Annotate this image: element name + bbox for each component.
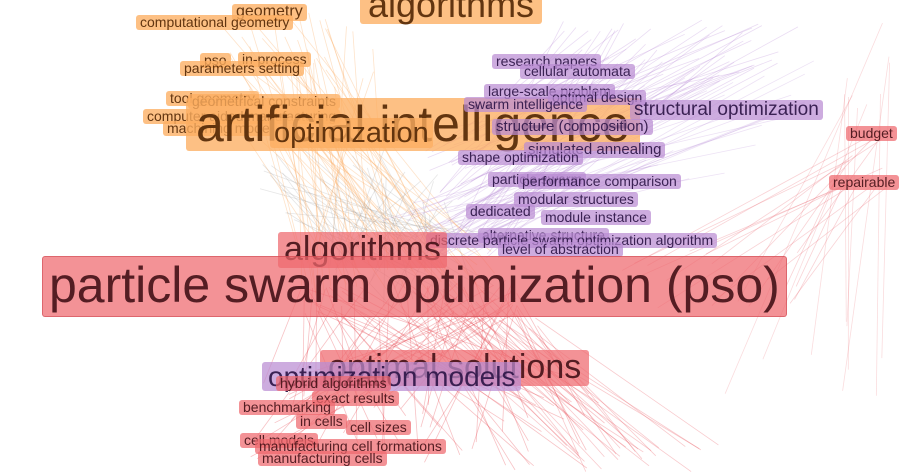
node-shape-optimization[interactable]: shape optimization: [458, 150, 583, 165]
edge-gray: [422, 201, 428, 235]
edge-gray: [280, 184, 467, 236]
node-module-instance[interactable]: module instance: [541, 210, 651, 225]
edge-red: [767, 182, 893, 280]
edge-red: [535, 317, 719, 446]
node-manufacturing-cell-formations[interactable]: manufacturing cell formations: [255, 439, 446, 454]
node-structure-composition[interactable]: structure (composition): [492, 119, 653, 135]
node-swarm-intelligence[interactable]: swarm intelligence: [464, 97, 588, 112]
node-parameters-setting[interactable]: parameters setting: [180, 61, 304, 76]
edge-gray: [259, 188, 413, 231]
node-dedicated[interactable]: dedicated: [466, 204, 535, 219]
edge-red: [795, 174, 849, 287]
edge-red: [794, 176, 862, 300]
edge-gray: [285, 212, 484, 233]
edge-red: [498, 319, 702, 451]
edge-red: [421, 317, 516, 471]
edge-red: [705, 184, 846, 255]
edge-gray: [263, 170, 441, 236]
edge-red: [842, 56, 890, 391]
node-hybrid-algorithms[interactable]: hybrid algorithms: [276, 376, 391, 391]
node-repairable[interactable]: repairable: [829, 175, 900, 190]
edge-red: [844, 94, 847, 322]
node-cell-sizes[interactable]: cell sizes: [346, 420, 411, 435]
node-algorithms-top[interactable]: algorithms: [360, 0, 543, 24]
edge-red: [796, 142, 878, 254]
edge-red: [762, 104, 868, 360]
edge-purple: [413, 118, 779, 204]
node-level-of-abstraction[interactable]: level of abstraction: [498, 242, 623, 257]
edge-red: [810, 78, 848, 355]
edge-red: [875, 93, 881, 396]
edge-red: [516, 314, 587, 472]
node-budget[interactable]: budget: [846, 126, 897, 141]
edge-gray: [345, 209, 468, 238]
edge-red: [666, 130, 895, 281]
node-in-cells[interactable]: in cells: [296, 414, 347, 429]
node-modular-structures[interactable]: modular structures: [514, 192, 638, 207]
node-computational-geometry[interactable]: computational geometry: [136, 15, 294, 30]
edge-purple: [461, 101, 806, 244]
edge-red: [537, 325, 636, 452]
edge-red: [789, 175, 885, 304]
node-manufacturing-cells[interactable]: manufacturing cells: [258, 451, 387, 466]
edge-gray: [345, 178, 383, 242]
node-structural-optimization[interactable]: structural optimization: [630, 100, 823, 120]
edge-red: [846, 108, 858, 327]
edge-red: [462, 320, 650, 467]
edge-red: [528, 327, 686, 447]
edge-red: [473, 315, 692, 472]
edge-gray: [314, 174, 389, 244]
node-cellular-automata[interactable]: cellular automata: [520, 64, 635, 79]
node-particle-swarm-optimization[interactable]: particle swarm optimization (pso): [42, 256, 787, 317]
node-benchmarking[interactable]: benchmarking: [239, 400, 335, 415]
edge-red: [724, 22, 883, 394]
edge-red: [711, 155, 853, 265]
edge-red: [689, 181, 855, 252]
edge-red: [478, 315, 619, 460]
edge-orange: [229, 52, 347, 258]
edge-red: [881, 62, 890, 359]
edge-red: [451, 310, 602, 470]
node-optimization[interactable]: optimization: [270, 118, 433, 148]
node-performance-comparison[interactable]: performance comparison: [518, 174, 681, 189]
edge-red: [469, 328, 627, 448]
